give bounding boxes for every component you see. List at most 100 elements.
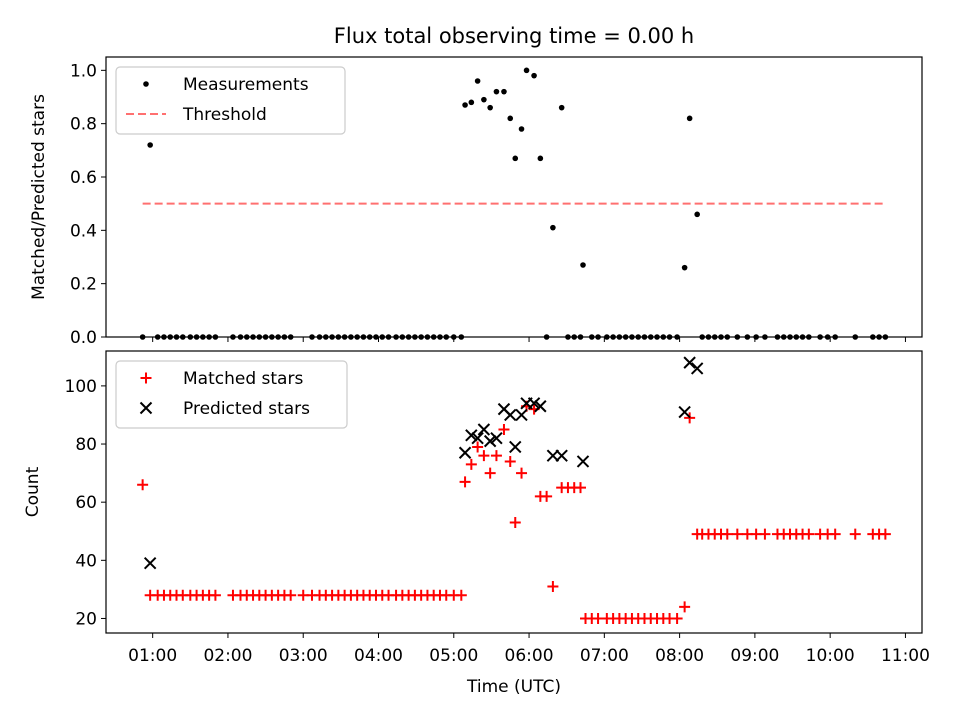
measurement-point — [507, 115, 514, 122]
predicted-star-point — [458, 446, 472, 459]
measurement-point — [537, 155, 544, 162]
predicted-star-point — [534, 400, 547, 413]
legend-measurement-swatch — [143, 81, 149, 87]
matched-star-point — [574, 482, 586, 494]
y-axis-label: Count — [23, 466, 43, 517]
predicted-star-point — [678, 405, 691, 419]
bottom-panel: 20 40 60 80 100 01:00 02:00 03:00 04:00 05:00 06:0… — [23, 350, 930, 697]
matched-star-point — [137, 479, 149, 491]
predicted-star-point — [504, 408, 517, 422]
measurement-point — [694, 211, 700, 218]
matched-star-point — [285, 589, 297, 601]
y-tick-label: 0.4 — [70, 221, 97, 241]
y-tick-label: 40 — [75, 551, 97, 571]
x-tick-label: 06:00 — [505, 646, 554, 666]
measurement-point — [686, 115, 693, 122]
measurement-point — [481, 96, 487, 103]
legend-box — [115, 66, 346, 135]
matched-star-point — [484, 467, 496, 479]
predicted-star-point — [546, 449, 560, 462]
measurement-point — [518, 126, 525, 132]
measurement-point — [474, 78, 481, 84]
measurement-point — [468, 99, 475, 106]
x-axis-label: Time (UTC) — [466, 677, 561, 697]
legend-matched-swatch — [140, 372, 152, 384]
plot-frame — [105, 350, 923, 634]
measurement-point — [147, 142, 153, 148]
predicted-star-point — [555, 449, 568, 462]
matched-star-point — [541, 490, 553, 502]
matched-star-point — [849, 528, 861, 540]
plot-frame — [105, 56, 923, 338]
matched-star-point — [879, 528, 891, 540]
x-tick-label: 08:00 — [655, 646, 704, 666]
measurement-point — [681, 264, 688, 271]
predicted-star-point — [465, 429, 478, 442]
matched-star-point — [829, 528, 841, 540]
predicted-star-point — [490, 432, 503, 445]
top-panel: 0.0 0.2 0.4 0.6 0.8 1.0 Matched/Predicted star… — [29, 56, 923, 348]
matched-star-point — [504, 455, 516, 467]
matched-star-point — [509, 517, 521, 529]
matched-star-point — [459, 476, 471, 488]
y-tick-label: 0.2 — [70, 275, 97, 295]
predicted-star-point — [477, 423, 491, 436]
predicted-star-point — [471, 432, 484, 445]
x-tick-label: 01:00 — [128, 646, 177, 666]
matched-star-point — [472, 441, 484, 453]
measurement-point — [531, 72, 537, 79]
legend-predicted-swatch — [139, 401, 153, 415]
y-tick-label: 60 — [75, 493, 97, 513]
measurement-point — [550, 224, 556, 231]
matched-star-point — [759, 528, 771, 540]
y-tick-label: 0.6 — [70, 168, 97, 188]
y-axis-label: Matched/Predicted stars — [29, 94, 49, 300]
matched-star-point — [209, 589, 221, 601]
measurement-point — [558, 104, 565, 111]
predicted-star-point — [483, 434, 497, 448]
figure-title: Flux total observing time = 0.00 h — [334, 24, 694, 48]
x-tick-label: 03:00 — [279, 646, 328, 666]
x-tick-label: 09:00 — [730, 646, 779, 666]
matched-star-point — [731, 528, 743, 540]
predicted-star-point — [690, 362, 704, 375]
matched-star-point — [516, 467, 528, 479]
legend-label: Measurements — [183, 75, 309, 95]
legend-box — [115, 360, 348, 429]
y-tick-label: 1.0 — [70, 61, 97, 81]
matched-star-point — [498, 423, 510, 435]
legend-label: Matched stars — [183, 369, 303, 389]
measurement-point — [512, 155, 519, 162]
legend-label: Threshold — [182, 105, 267, 125]
x-tick-label: 07:00 — [580, 646, 629, 666]
measurement-point — [501, 88, 507, 95]
x-tick-label: 04:00 — [354, 646, 403, 666]
x-tick-label: 10:00 — [806, 646, 855, 666]
y-tick-label: 100 — [65, 377, 97, 397]
y-tick-label: 0.8 — [70, 115, 97, 135]
predicted-star-point — [509, 440, 522, 454]
predicted-star-point — [683, 356, 696, 369]
measurement-point — [493, 88, 500, 95]
matched-star-point — [478, 450, 490, 462]
matched-star-point — [721, 528, 733, 540]
x-tick-label: 05:00 — [429, 646, 478, 666]
matched-star-point — [455, 589, 467, 601]
predicted-star-point — [143, 557, 157, 570]
measurement-point — [580, 262, 586, 268]
matched-star-point — [679, 601, 691, 613]
x-tick-label: 02:00 — [203, 646, 252, 666]
legend-label: Predicted stars — [183, 399, 310, 419]
y-tick-label: 80 — [75, 435, 97, 455]
predicted-star-point — [515, 408, 528, 422]
predicted-star-point — [576, 455, 590, 468]
matched-star-point — [490, 450, 502, 462]
measurement-point — [487, 104, 493, 111]
measurement-point — [462, 102, 468, 108]
y-tick-label: 20 — [75, 609, 97, 629]
matched-star-point — [671, 612, 683, 624]
y-tick-label: 0.0 — [70, 328, 97, 348]
matched-star-point — [465, 458, 477, 470]
predicted-star-point — [527, 397, 541, 410]
